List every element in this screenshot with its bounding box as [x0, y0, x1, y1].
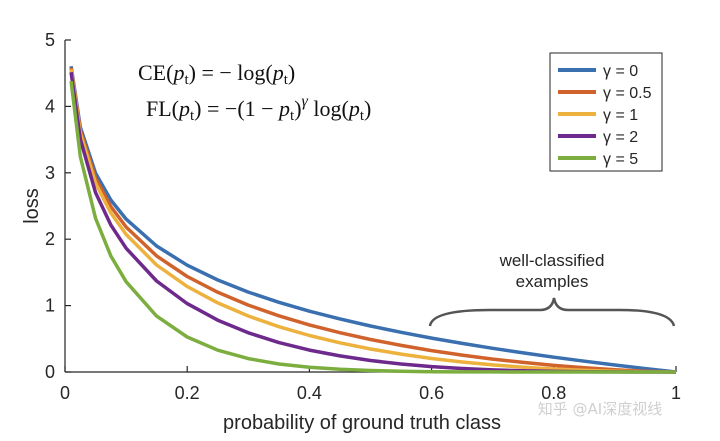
legend-label: γ = 1: [603, 107, 638, 124]
series-curves: [69, 65, 677, 374]
y-tick-label: 0: [45, 362, 55, 382]
watermark: 知乎 @AI深度视线: [538, 400, 662, 418]
x-tick-label: 0.6: [419, 383, 444, 403]
legend-label: γ = 5: [603, 151, 638, 168]
series-line-gamma-5: [69, 80, 676, 374]
x-tick-label: 0: [60, 383, 70, 403]
series-line-gamma-0-5: [69, 67, 677, 374]
y-tick-label: 3: [45, 163, 55, 183]
tick-group: 0 0.2 0.4 0.6 0.8 1 0 1 2 3 4 5: [45, 30, 681, 403]
series-line-gamma-0: [69, 65, 677, 374]
brace-annotation: [428, 297, 676, 327]
legend-label: γ = 0: [603, 63, 638, 80]
y-tick-label: 2: [45, 229, 55, 249]
y-axis-label: loss: [21, 188, 43, 224]
examples-label: examples: [516, 272, 589, 291]
formula-fl: FL(pt) = −(1 − pt)γ log(pt): [146, 93, 371, 124]
y-tick-label: 1: [45, 296, 55, 316]
x-tick-label: 0.4: [297, 383, 322, 403]
x-tick-label: 0.8: [541, 383, 566, 403]
legend: γ = 0 γ = 0.5 γ = 1 γ = 2 γ = 5: [549, 52, 663, 172]
legend-label: γ = 2: [603, 129, 638, 146]
y-tick-label: 4: [45, 96, 55, 116]
formula-ce: CE(pt) = − log(pt): [138, 60, 295, 88]
x-tick-label: 1: [671, 383, 681, 403]
y-tick-label: 5: [45, 30, 55, 50]
series-line-gamma-1: [69, 69, 677, 374]
x-axis-label: probability of ground truth class: [223, 412, 501, 434]
well-classified-label: well-classified: [499, 251, 605, 270]
x-tick-label: 0.2: [175, 383, 200, 403]
legend-label: γ = 0.5: [603, 85, 652, 102]
